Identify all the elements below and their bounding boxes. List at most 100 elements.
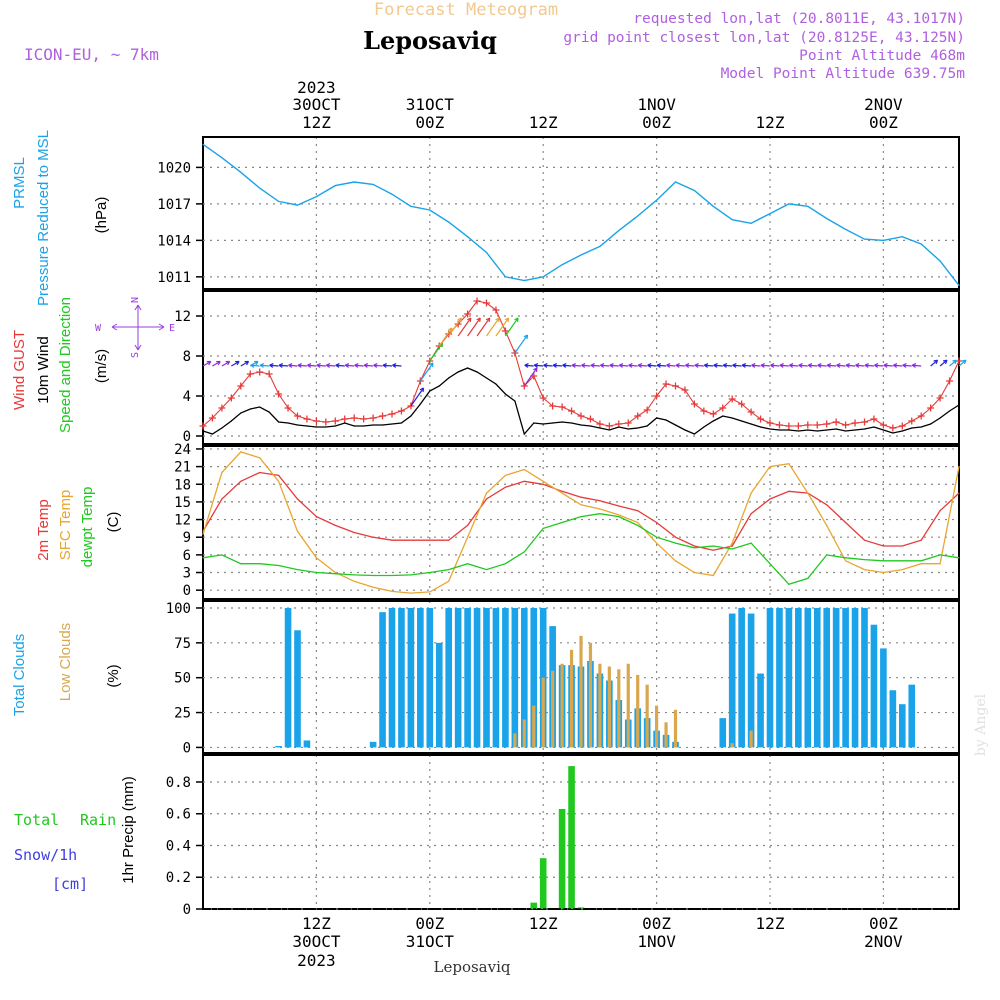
- wind-direction-arrowhead: [883, 363, 888, 368]
- dewpoint-point: [712, 545, 714, 547]
- wind-gust-marker: [794, 422, 802, 430]
- wind-direction-arrow: [326, 364, 336, 367]
- wind-speed-point: [363, 425, 365, 427]
- wind-direction-arrow: [354, 364, 364, 367]
- y-tick-label: 0: [183, 740, 191, 756]
- wind-direction-arrowhead: [250, 363, 255, 368]
- y-tick-label: 6: [183, 548, 191, 564]
- top-axis-hour: 00Z: [869, 113, 898, 132]
- wind-speed-point: [315, 426, 317, 428]
- y-tick-label: 12: [174, 309, 191, 325]
- y-tick-label: 0: [183, 902, 191, 918]
- wind-speed-point: [911, 427, 913, 429]
- wind-gust-marker: [199, 422, 207, 430]
- wind-direction-arrow: [704, 364, 714, 367]
- dewpoint-point: [769, 563, 771, 565]
- wind-speed-point: [759, 426, 762, 428]
- wind-gust-marker: [681, 386, 689, 394]
- wind-speed-point: [202, 430, 204, 432]
- temp-2m-point: [523, 480, 525, 482]
- precip-bar: [577, 907, 585, 909]
- pressure-point: [958, 284, 960, 286]
- dewpoint-point: [485, 568, 488, 571]
- wind-direction-arrowhead: [504, 317, 510, 323]
- compass-n: N: [130, 297, 141, 303]
- wind-gust-marker: [397, 407, 405, 415]
- wind-direction-arrow: [279, 364, 289, 367]
- wind-direction-arrow: [373, 364, 383, 367]
- wind-direction-arrowhead: [609, 363, 614, 368]
- wind-direction-arrow: [770, 364, 780, 367]
- wind-speed-point: [882, 429, 885, 431]
- pressure-point: [845, 228, 847, 231]
- wind-direction-arrow: [647, 364, 657, 367]
- wind-speed-point: [306, 425, 308, 427]
- dewpoint-point: [731, 548, 733, 550]
- pressure-point: [807, 205, 809, 207]
- wind-unit: (m/s): [93, 349, 110, 383]
- wind-direction-arrow: [939, 359, 948, 367]
- wind-speed-point: [769, 428, 771, 430]
- wind-direction-arrowhead: [600, 363, 605, 368]
- pressure-point: [901, 236, 903, 238]
- wind-direction-arrow: [694, 364, 704, 367]
- pressure-point: [240, 171, 242, 173]
- low-cloud-bar: [532, 705, 536, 748]
- dewpoint-point: [863, 558, 866, 561]
- wind-direction-arrowhead: [354, 363, 359, 368]
- wind-direction-arrowhead: [751, 363, 756, 368]
- wind-speed-point: [278, 421, 280, 423]
- wind-gust-marker: [492, 306, 500, 314]
- temp-sfc-point: [580, 504, 582, 506]
- wind-speed-point: [391, 423, 393, 425]
- wind-direction-arrow: [893, 364, 903, 367]
- top-axis-year: 2023: [297, 78, 336, 97]
- y-tick-label: 0: [183, 429, 191, 445]
- wind-gust-marker: [237, 382, 245, 390]
- wind-direction-arrowhead: [685, 363, 690, 368]
- total-cloud-bar: [795, 607, 802, 748]
- total-cloud-bar: [870, 624, 878, 748]
- panel-frame-wind: [202, 290, 960, 445]
- point-altitude: Point Altitude 468m: [799, 48, 965, 64]
- temp-2m-point: [693, 545, 696, 547]
- wind-direction-arrow: [250, 364, 260, 367]
- wind-gust-marker: [861, 418, 868, 426]
- wind-direction-arrow: [316, 364, 326, 367]
- dewpoint-point: [618, 516, 620, 518]
- wind-direction-arrow: [930, 359, 938, 367]
- wind-direction-arrow: [590, 364, 600, 367]
- temp-2m-point: [353, 531, 355, 534]
- wind-direction-arrow: [457, 317, 472, 337]
- wind-direction-arrow: [874, 364, 884, 367]
- pressure-point: [429, 209, 431, 211]
- temp-2m-point: [788, 490, 790, 492]
- temp-sfc-point: [334, 571, 336, 574]
- top-axis-hour: 12Z: [756, 113, 785, 132]
- precip-bar: [558, 808, 566, 909]
- wind-direction-arrowhead: [770, 363, 775, 368]
- pressure-point: [599, 245, 601, 248]
- wind-direction-arrowhead: [817, 363, 822, 368]
- temp-sfc-point: [221, 471, 223, 474]
- wind-speed-point: [523, 433, 525, 435]
- wind-speed-point: [863, 428, 866, 430]
- y-tick-label: 25: [174, 706, 191, 722]
- temp-sfc-point: [372, 586, 374, 588]
- wind-direction-arrowhead: [704, 363, 709, 368]
- wind-direction-arrowhead: [656, 363, 661, 368]
- temp-sfc-point: [826, 524, 828, 527]
- wind-direction-arrowhead: [618, 363, 624, 368]
- wind-direction-arrowhead: [864, 363, 869, 368]
- requested-coords: requested lon,lat (20.8011E, 43.1017N): [633, 11, 965, 27]
- total-cloud-bar: [880, 648, 887, 748]
- temp-sfc-point: [561, 492, 563, 494]
- wind-direction-arrowhead: [722, 363, 728, 368]
- bottom-axis-hour: 12Z: [302, 914, 331, 933]
- total-cloud-bar: [898, 704, 906, 748]
- dewpoint-point: [901, 560, 903, 562]
- pressure-point: [448, 221, 450, 223]
- wind-gust-marker: [577, 412, 585, 420]
- wind-speed-point: [400, 422, 403, 424]
- model-label: ICON-EU, ~ 7km: [24, 45, 159, 64]
